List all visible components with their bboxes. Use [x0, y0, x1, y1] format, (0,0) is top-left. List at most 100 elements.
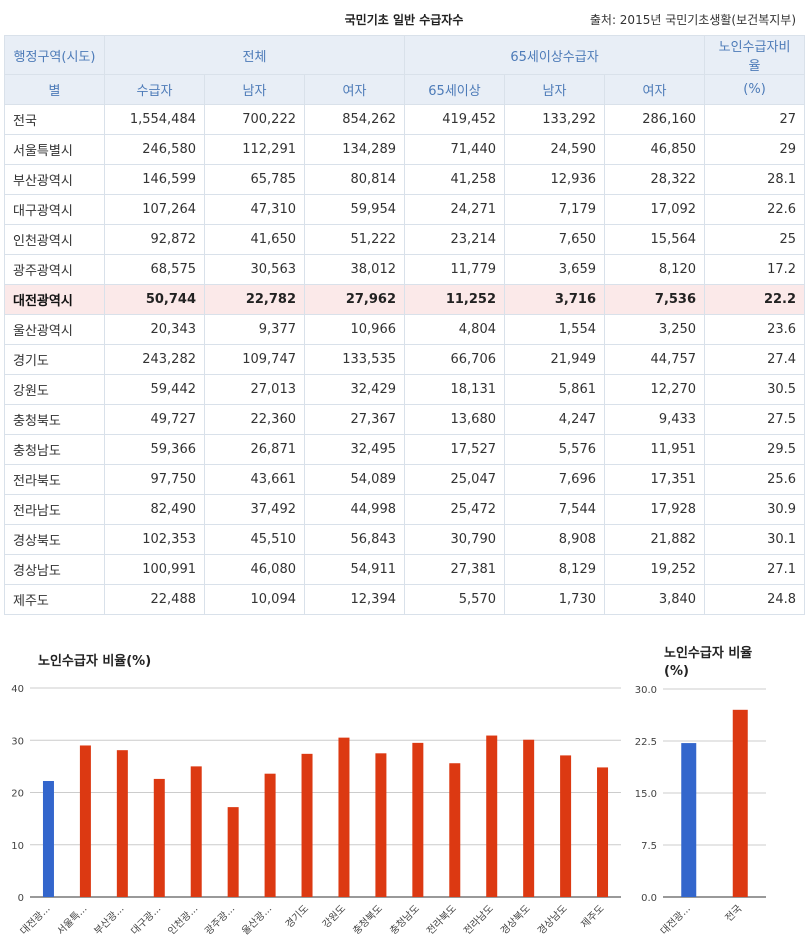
value-cell: 9,433: [603, 404, 706, 435]
value-cell: 54,089: [304, 464, 405, 495]
x-tick-label: 경기도: [282, 902, 311, 931]
value-cell: 30.9: [704, 494, 806, 525]
x-tick-label: 대전광...: [18, 903, 53, 938]
value-cell: 50,744: [104, 284, 205, 315]
col-header-total: 전체: [104, 35, 405, 75]
y-tick-label: 7.5: [641, 841, 657, 852]
bar: [375, 753, 387, 897]
col-header-region: 행정구역(시도): [4, 35, 105, 75]
table-row: 경상남도 100,991 46,080 54,911 27,381 8,129 19,252…: [4, 554, 806, 585]
table-row: 대전광역시 50,744 22,782 27,962 11,252 3,716 7,536 2…: [4, 284, 806, 315]
value-cell: 28,322: [603, 164, 706, 195]
region-name-cell: 대구광역시: [4, 194, 105, 225]
table-title-bar: 국민기초 일반 수급자수 출처: 2015년 국민기초생활(보건복지부): [4, 4, 804, 34]
value-cell: 4,804: [404, 314, 505, 345]
bar: [190, 766, 202, 897]
value-cell: 54,911: [304, 554, 405, 585]
col-subheader-female: 여자: [304, 74, 405, 105]
table-row: 광주광역시 68,575 30,563 38,012 11,779 3,659 8,120 1…: [4, 254, 806, 285]
value-cell: 11,252: [404, 284, 505, 315]
value-cell: 10,094: [204, 584, 305, 615]
value-cell: 59,366: [104, 434, 205, 465]
value-cell: 25: [704, 224, 806, 255]
value-cell: 20,343: [104, 314, 205, 345]
region-name-cell: 전국: [4, 104, 105, 135]
value-cell: 27,013: [204, 374, 305, 405]
value-cell: 32,429: [304, 374, 405, 405]
value-cell: 30.1: [704, 524, 806, 555]
bar: [523, 739, 535, 897]
region-name-cell: 제주도: [4, 584, 105, 615]
value-cell: 25,047: [404, 464, 505, 495]
table-row: 강원도 59,442 27,013 32,429 18,131 5,861 12,270 30…: [4, 374, 806, 405]
data-table: 행정구역(시도) 전체 65세이상수급자 노인수급자비율 별 수급자 남자 여자…: [4, 35, 806, 615]
value-cell: 30,563: [204, 254, 305, 285]
x-tick-label: 전국: [723, 903, 745, 925]
bar: [227, 807, 239, 897]
x-tick-label: 제주도: [579, 903, 607, 931]
y-tick-label: 10: [11, 841, 24, 852]
x-tick-label: 울산광...: [239, 903, 274, 938]
x-tick-label: 충청북도: [351, 903, 386, 938]
value-cell: 23.6: [704, 314, 806, 345]
col-subheader-region: 별: [4, 74, 105, 105]
value-cell: 22,488: [104, 584, 205, 615]
value-cell: 22,360: [204, 404, 305, 435]
value-cell: 3,716: [504, 284, 605, 315]
value-cell: 12,394: [304, 584, 405, 615]
source-note: 출처: 2015년 국민기초생활(보건복지부): [589, 13, 796, 27]
table-row: 서울특별시 246,580 112,291 134,289 71,440 24,590 46…: [4, 134, 806, 165]
bar: [486, 735, 498, 897]
region-name-cell: 부산광역시: [4, 164, 105, 195]
value-cell: 7,179: [504, 194, 605, 225]
value-cell: 11,951: [603, 434, 706, 465]
bar: [264, 773, 276, 897]
value-cell: 24,271: [404, 194, 505, 225]
value-cell: 3,659: [504, 254, 605, 285]
bar: [449, 763, 461, 897]
col-subheader-percent: (%): [704, 74, 806, 105]
region-name-cell: 충청북도: [4, 404, 105, 435]
region-name-cell: 서울특별시: [4, 134, 105, 165]
x-tick-label: 충청남도: [387, 903, 422, 938]
x-tick-label: 경상북도: [498, 902, 533, 937]
value-cell: 24,590: [504, 134, 605, 165]
value-cell: 30.5: [704, 374, 806, 405]
x-tick-label: 전라북도: [424, 903, 459, 938]
value-cell: 46,080: [204, 554, 305, 585]
table-row: 경상북도 102,353 45,510 56,843 30,790 8,908 21,882…: [4, 524, 806, 555]
region-name-cell: 전라남도: [4, 494, 105, 525]
value-cell: 18,131: [404, 374, 505, 405]
value-cell: 1,730: [504, 584, 605, 615]
value-cell: 51,222: [304, 224, 405, 255]
bar: [42, 781, 54, 897]
col-subheader-65-male: 남자: [504, 74, 605, 105]
value-cell: 28.1: [704, 164, 806, 195]
y-tick-label: 20: [11, 789, 24, 800]
value-cell: 17,928: [603, 494, 706, 525]
table-row: 대구광역시 107,264 47,310 59,954 24,271 7,179 17,09…: [4, 194, 806, 225]
table-row: 인천광역시 92,872 41,650 51,222 23,214 7,650 15,564…: [4, 224, 806, 255]
value-cell: 1,554,484: [104, 104, 205, 135]
bar: [560, 755, 572, 897]
value-cell: 25,472: [404, 494, 505, 525]
y-tick-label: 30.0: [635, 685, 657, 696]
table-row: 전라남도 82,490 37,492 44,998 25,472 7,544 17,928 3…: [4, 494, 806, 525]
x-tick-label: 강원도: [320, 903, 348, 931]
value-cell: 41,650: [204, 224, 305, 255]
value-cell: 56,843: [304, 524, 405, 555]
region-name-cell: 인천광역시: [4, 224, 105, 255]
bar: [597, 767, 609, 897]
y-tick-label: 40: [11, 684, 24, 695]
value-cell: 82,490: [104, 494, 205, 525]
bar: [732, 709, 748, 897]
value-cell: 80,814: [304, 164, 405, 195]
x-tick-label: 인천광...: [166, 903, 201, 938]
value-cell: 243,282: [104, 344, 205, 375]
table-title: 국민기초 일반 수급자수: [344, 13, 464, 27]
x-tick-label: 광주광...: [203, 903, 238, 938]
value-cell: 68,575: [104, 254, 205, 285]
value-cell: 44,998: [304, 494, 405, 525]
bar: [412, 742, 424, 897]
